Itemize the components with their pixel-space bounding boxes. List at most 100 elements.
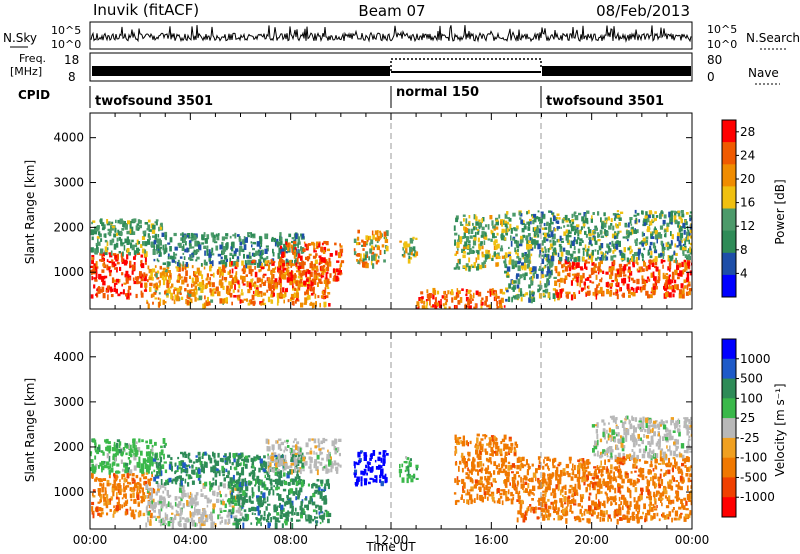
- heatmap-cell: [459, 238, 462, 245]
- heatmap-cell: [339, 248, 344, 253]
- heatmap-cell: [547, 258, 551, 264]
- heatmap-cell: [215, 286, 219, 292]
- heatmap-cell: [274, 523, 278, 529]
- heatmap-cell: [200, 514, 203, 520]
- heatmap-cell: [567, 256, 570, 263]
- heatmap-cell: [199, 460, 202, 466]
- heatmap-cell: [114, 452, 117, 459]
- heatmap-cell: [631, 249, 633, 253]
- heatmap-cell: [473, 292, 475, 299]
- heatmap-cell: [212, 451, 214, 457]
- heatmap-cell: [440, 299, 442, 305]
- heatmap-cell: [323, 501, 327, 505]
- heatmap-cell: [310, 280, 314, 286]
- heatmap-cell: [676, 236, 680, 242]
- heatmap-cell: [104, 250, 108, 256]
- heatmap-cell: [443, 291, 446, 294]
- heatmap-cell: [560, 240, 564, 243]
- heatmap-cell: [616, 289, 619, 294]
- heatmap-cell: [628, 294, 631, 298]
- heatmap-cell: [650, 250, 653, 256]
- heatmap-cell: [163, 453, 165, 460]
- heatmap-cell: [682, 253, 685, 256]
- heatmap-cell: [166, 490, 169, 496]
- heatmap-cell: [463, 226, 466, 231]
- heatmap-cell: [102, 280, 106, 286]
- heatmap-cell: [634, 239, 637, 244]
- heatmap-cell: [649, 220, 653, 226]
- heatmap-cell: [133, 514, 136, 520]
- heatmap-cell: [142, 241, 146, 246]
- heatmap-cell: [113, 243, 117, 250]
- heatmap-cell: [279, 475, 283, 478]
- heatmap-cell: [290, 296, 293, 300]
- heatmap-cell: [454, 478, 457, 483]
- heatmap-cell: [152, 452, 154, 456]
- heatmap-cell: [598, 290, 601, 294]
- heatmap-cell: [660, 240, 663, 245]
- heatmap-cell: [668, 211, 671, 218]
- heatmap-cell: [685, 212, 689, 215]
- heatmap-cell: [359, 258, 362, 262]
- heatmap-cell: [313, 264, 316, 268]
- heatmap-cell: [472, 239, 477, 246]
- heatmap-cell: [570, 225, 575, 232]
- heatmap-cell: [304, 504, 308, 508]
- heatmap-cell: [91, 257, 94, 261]
- heatmap-cell: [593, 263, 597, 269]
- heatmap-cell: [514, 260, 518, 264]
- heatmap-cell: [300, 246, 302, 251]
- heatmap-cell: [173, 289, 175, 295]
- heatmap-cell: [170, 293, 173, 300]
- heatmap-cell: [231, 492, 233, 495]
- heatmap-cell: [652, 271, 655, 278]
- heatmap-cell: [682, 287, 685, 293]
- heatmap-cell: [288, 273, 291, 276]
- heatmap-cell: [597, 271, 600, 275]
- heatmap-cell: [223, 277, 228, 281]
- heatmap-cell: [477, 265, 480, 271]
- heatmap-cell: [248, 496, 251, 502]
- heatmap-cell: [123, 493, 126, 498]
- heatmap-cell: [522, 234, 525, 238]
- heatmap-cell: [250, 241, 253, 244]
- heatmap-cell: [271, 469, 275, 473]
- heatmap-cell: [105, 494, 109, 498]
- heatmap-cell: [322, 270, 325, 275]
- heatmap-cell: [539, 280, 542, 286]
- heatmap-cell: [132, 438, 136, 445]
- heatmap-cell: [421, 296, 424, 300]
- heatmap-cell: [212, 465, 216, 470]
- heatmap-cell: [565, 220, 569, 223]
- heatmap-cell: [256, 497, 260, 502]
- heatmap-cell: [290, 293, 295, 298]
- heatmap-cell: [479, 455, 482, 461]
- heatmap-cell: [369, 242, 371, 246]
- heatmap-cell: [661, 245, 664, 252]
- heatmap-cell: [279, 480, 284, 487]
- heatmap-cell: [243, 517, 246, 522]
- heatmap-cell: [552, 215, 556, 222]
- heatmap-cell: [102, 252, 105, 257]
- heatmap-cell: [524, 257, 528, 263]
- heatmap-cell: [105, 502, 109, 509]
- heatmap-cell: [263, 484, 267, 490]
- heatmap-cell: [91, 259, 94, 265]
- heatmap-cell: [218, 233, 220, 236]
- heatmap-cell: [595, 293, 598, 300]
- heatmap-cell: [296, 299, 300, 302]
- heatmap-cell: [158, 519, 161, 523]
- heatmap-cell: [108, 498, 111, 502]
- heatmap-cell: [94, 450, 97, 453]
- heatmap-cell: [654, 234, 659, 240]
- heatmap-cell: [549, 239, 552, 243]
- heatmap-cell: [570, 294, 574, 301]
- heatmap-cell: [247, 288, 251, 294]
- heatmap-cell: [262, 468, 266, 472]
- heatmap-cell: [276, 512, 280, 516]
- heatmap-cell: [590, 243, 593, 247]
- heatmap-cell: [540, 215, 544, 218]
- heatmap-cell: [239, 246, 243, 252]
- heatmap-cell: [247, 265, 249, 269]
- heatmap-cell: [136, 239, 139, 245]
